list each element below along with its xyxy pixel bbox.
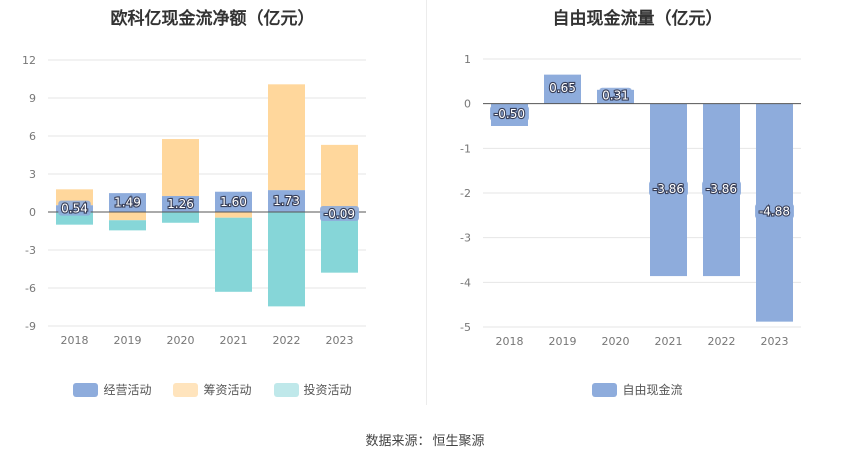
fcf-data-label: 0.65 bbox=[549, 81, 576, 95]
net-data-label: 1.49 bbox=[114, 196, 141, 210]
right-legend: 自由现金流 bbox=[425, 381, 850, 398]
legend-item-investing[interactable]: 投资活动 bbox=[273, 381, 352, 398]
net-data-label-bg bbox=[164, 196, 197, 212]
fcf-xtick-label: 2019 bbox=[549, 335, 577, 348]
net-data-label: 1.73 bbox=[273, 194, 300, 208]
fcf-ytick-label: -2 bbox=[460, 187, 471, 200]
bar-financing bbox=[268, 84, 305, 191]
bar-investing bbox=[162, 212, 199, 223]
bar-investing bbox=[215, 217, 252, 292]
fcf-ytick-label: 1 bbox=[464, 53, 471, 66]
fcf-ytick-label: 0 bbox=[464, 98, 471, 111]
fcf-xtick-label: 2023 bbox=[761, 335, 789, 348]
fcf-data-label: -3.86 bbox=[653, 182, 684, 196]
fcf-ytick-label: -4 bbox=[460, 276, 471, 289]
fcf-data-label-bg bbox=[546, 80, 579, 96]
fcf-xtick-label: 2018 bbox=[496, 335, 524, 348]
legend-label-investing: 投资活动 bbox=[303, 383, 352, 397]
left-chart-panel: 欧科亿现金流净额（亿元） 12 9 6 3 0 -3 -6 -9 2018 2019 2020 202… bbox=[0, 0, 425, 410]
fcf-xtick-label: 2022 bbox=[708, 335, 736, 348]
fcf-data-label: -0.50 bbox=[494, 107, 525, 121]
net-xtick-label: 2019 bbox=[114, 334, 142, 347]
footer-source: 恒生聚源 bbox=[432, 434, 485, 449]
legend-swatch-investing bbox=[273, 382, 299, 397]
legend-swatch-fcf bbox=[592, 382, 618, 397]
net-data-label-bg bbox=[58, 200, 91, 216]
bar-financing bbox=[215, 212, 252, 218]
net-ytick-label: -9 bbox=[25, 320, 36, 333]
footer-prefix: 数据来源： bbox=[365, 434, 431, 449]
net-data-label: 1.26 bbox=[167, 197, 194, 211]
right-chart-title: 自由现金流量（亿元） bbox=[552, 9, 723, 29]
fcf-data-label: 0.31 bbox=[602, 89, 629, 103]
fcf-ytick-label: -5 bbox=[460, 321, 471, 334]
fcf-data-label-bg bbox=[702, 180, 741, 196]
net-data-label-bg bbox=[217, 193, 250, 209]
fcf-data-label-bg bbox=[649, 180, 688, 196]
free-cashflow-chart: 1 0 -1 -2 -3 -4 -5 2018 2019 2020 2021 2022 2023 -0.5… bbox=[460, 53, 801, 348]
bar-investing bbox=[268, 212, 305, 307]
fcf-data-label-bg bbox=[599, 87, 632, 103]
right-chart-panel: 自由现金流量（亿元） 1 0 -1 -2 -3 -4 -5 2018 2019 2020 2021 2… bbox=[425, 0, 850, 410]
legend-swatch-financing bbox=[173, 382, 199, 397]
bar-financing bbox=[162, 139, 199, 197]
bar-financing bbox=[109, 212, 146, 221]
fcf-data-label-bg bbox=[755, 203, 794, 219]
net-xtick-label: 2021 bbox=[220, 334, 248, 347]
fcf-xtick-label: 2021 bbox=[655, 335, 683, 348]
fcf-data-label-bg bbox=[490, 105, 529, 121]
net-cashflow-chart: 12 9 6 3 0 -3 -6 -9 2018 2019 2020 2021 2022 2023 0.54… bbox=[22, 54, 366, 347]
bar-investing bbox=[321, 213, 358, 273]
left-legend: 经营活动 筹资活动 投资活动 bbox=[0, 381, 425, 398]
net-ytick-label: 12 bbox=[22, 54, 36, 67]
fcf-xtick-label: 2020 bbox=[602, 335, 630, 348]
legend-swatch-operating bbox=[73, 382, 99, 397]
net-data-label-bg bbox=[111, 194, 144, 210]
fcf-data-label: -3.86 bbox=[706, 182, 737, 196]
legend-item-fcf[interactable]: 自由现金流 bbox=[592, 381, 683, 398]
legend-label-financing: 筹资活动 bbox=[203, 383, 252, 397]
legend-label-fcf: 自由现金流 bbox=[622, 383, 683, 397]
legend-item-financing[interactable]: 筹资活动 bbox=[173, 381, 252, 398]
net-data-label-bg bbox=[270, 193, 303, 209]
net-xtick-label: 2023 bbox=[326, 334, 354, 347]
net-ytick-label: -3 bbox=[25, 244, 36, 257]
net-ytick-label: 0 bbox=[29, 206, 36, 219]
net-xtick-label: 2018 bbox=[61, 334, 89, 347]
legend-item-operating[interactable]: 经营活动 bbox=[73, 381, 151, 398]
bar-financing bbox=[321, 144, 358, 212]
fcf-data-label: -4.88 bbox=[759, 205, 790, 219]
left-chart-title: 欧科亿现金流净额（亿元） bbox=[110, 9, 315, 29]
net-ytick-label: 3 bbox=[29, 168, 36, 181]
net-data-label: 1.60 bbox=[220, 195, 247, 209]
net-xtick-label: 2022 bbox=[273, 334, 301, 347]
net-ytick-label: 6 bbox=[29, 130, 36, 143]
legend-label-operating: 经营活动 bbox=[103, 383, 152, 397]
bar-investing bbox=[109, 220, 146, 231]
fcf-ytick-label: -1 bbox=[460, 142, 471, 155]
net-data-label: 0.54 bbox=[61, 202, 88, 216]
fcf-ytick-label: -3 bbox=[460, 232, 471, 245]
net-data-label: -0.09 bbox=[324, 207, 355, 221]
net-ytick-label: 9 bbox=[29, 92, 36, 105]
net-ytick-label: -6 bbox=[25, 282, 36, 295]
net-xtick-label: 2020 bbox=[167, 334, 195, 347]
data-source-footer: 数据来源： 恒生聚源 bbox=[0, 430, 850, 449]
panel-divider bbox=[426, 0, 427, 405]
net-data-label-bg bbox=[320, 206, 359, 221]
